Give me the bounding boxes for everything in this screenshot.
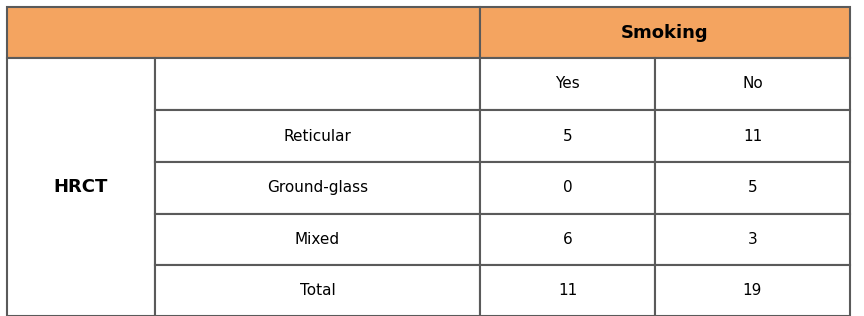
- Bar: [480, 162, 655, 214]
- Bar: [155, 265, 480, 316]
- Text: 0: 0: [562, 180, 572, 196]
- Text: Yes: Yes: [556, 76, 580, 92]
- Text: 3: 3: [747, 232, 758, 247]
- Text: Mixed: Mixed: [295, 232, 340, 247]
- Text: 11: 11: [743, 129, 762, 143]
- Bar: [655, 162, 850, 214]
- Bar: [480, 110, 655, 162]
- Bar: [155, 214, 480, 265]
- Bar: [7, 7, 480, 58]
- Text: Ground-glass: Ground-glass: [267, 180, 368, 196]
- Bar: [655, 214, 850, 265]
- Text: 19: 19: [743, 283, 762, 298]
- Bar: [480, 58, 655, 110]
- Text: 5: 5: [747, 180, 758, 196]
- Text: 5: 5: [562, 129, 572, 143]
- Bar: [655, 58, 850, 110]
- Text: HRCT: HRCT: [54, 178, 108, 196]
- Bar: [155, 110, 480, 162]
- Text: No: No: [742, 76, 763, 92]
- Text: 11: 11: [558, 283, 577, 298]
- Bar: [480, 7, 850, 58]
- Bar: [480, 214, 655, 265]
- Text: Smoking: Smoking: [621, 23, 708, 41]
- Bar: [7, 58, 155, 316]
- Bar: [155, 162, 480, 214]
- Text: 6: 6: [562, 232, 572, 247]
- Bar: [155, 58, 480, 110]
- Bar: [655, 265, 850, 316]
- Text: Reticular: Reticular: [283, 129, 352, 143]
- Bar: [480, 265, 655, 316]
- Bar: [655, 110, 850, 162]
- Text: Total: Total: [300, 283, 335, 298]
